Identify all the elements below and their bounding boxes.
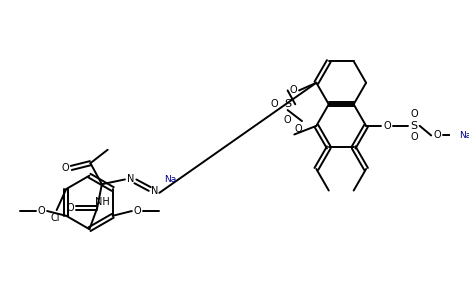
Text: NH: NH	[96, 197, 110, 208]
Text: O: O	[134, 206, 141, 216]
Text: O: O	[289, 86, 297, 95]
Text: O: O	[38, 206, 45, 216]
Text: S: S	[284, 99, 291, 109]
Text: N: N	[127, 175, 134, 184]
Text: O: O	[295, 124, 302, 134]
Text: O: O	[410, 132, 418, 142]
Text: O: O	[433, 130, 441, 140]
Text: O: O	[62, 163, 69, 173]
Text: O: O	[271, 99, 278, 109]
Text: Cl: Cl	[50, 213, 60, 223]
Text: O: O	[410, 109, 418, 119]
Text: O: O	[67, 203, 74, 213]
Text: N: N	[151, 186, 158, 196]
Text: S: S	[410, 121, 417, 131]
Text: O: O	[383, 121, 391, 131]
Text: Na: Na	[164, 175, 176, 184]
Text: O: O	[284, 115, 291, 125]
Text: Na: Na	[460, 131, 469, 140]
